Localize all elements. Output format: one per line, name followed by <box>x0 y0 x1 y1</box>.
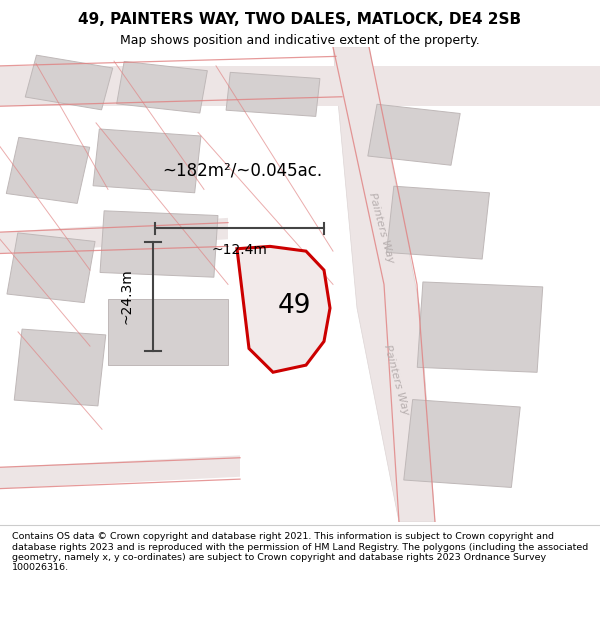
Text: ~24.3m: ~24.3m <box>119 268 133 324</box>
Text: Painters Way: Painters Way <box>382 343 410 416</box>
Polygon shape <box>417 282 543 372</box>
Polygon shape <box>386 186 490 259</box>
Text: Contains OS data © Crown copyright and database right 2021. This information is : Contains OS data © Crown copyright and d… <box>12 532 588 572</box>
Polygon shape <box>333 47 435 522</box>
Polygon shape <box>0 218 228 254</box>
Polygon shape <box>108 299 228 365</box>
Polygon shape <box>404 399 520 488</box>
Text: ~12.4m: ~12.4m <box>211 242 268 257</box>
Polygon shape <box>14 329 106 406</box>
Polygon shape <box>226 72 320 116</box>
Text: 49: 49 <box>277 292 311 319</box>
Polygon shape <box>0 66 600 106</box>
Text: Map shows position and indicative extent of the property.: Map shows position and indicative extent… <box>120 34 480 47</box>
Polygon shape <box>6 138 90 203</box>
Polygon shape <box>93 129 201 192</box>
Polygon shape <box>7 233 95 302</box>
Polygon shape <box>368 104 460 165</box>
Text: 49, PAINTERS WAY, TWO DALES, MATLOCK, DE4 2SB: 49, PAINTERS WAY, TWO DALES, MATLOCK, DE… <box>79 12 521 27</box>
Text: ~182m²/~0.045ac.: ~182m²/~0.045ac. <box>162 161 322 179</box>
Polygon shape <box>0 456 240 489</box>
Polygon shape <box>116 61 208 113</box>
Polygon shape <box>25 55 113 110</box>
Polygon shape <box>100 211 218 278</box>
Polygon shape <box>237 246 330 372</box>
Text: Painters Way: Painters Way <box>367 191 395 264</box>
